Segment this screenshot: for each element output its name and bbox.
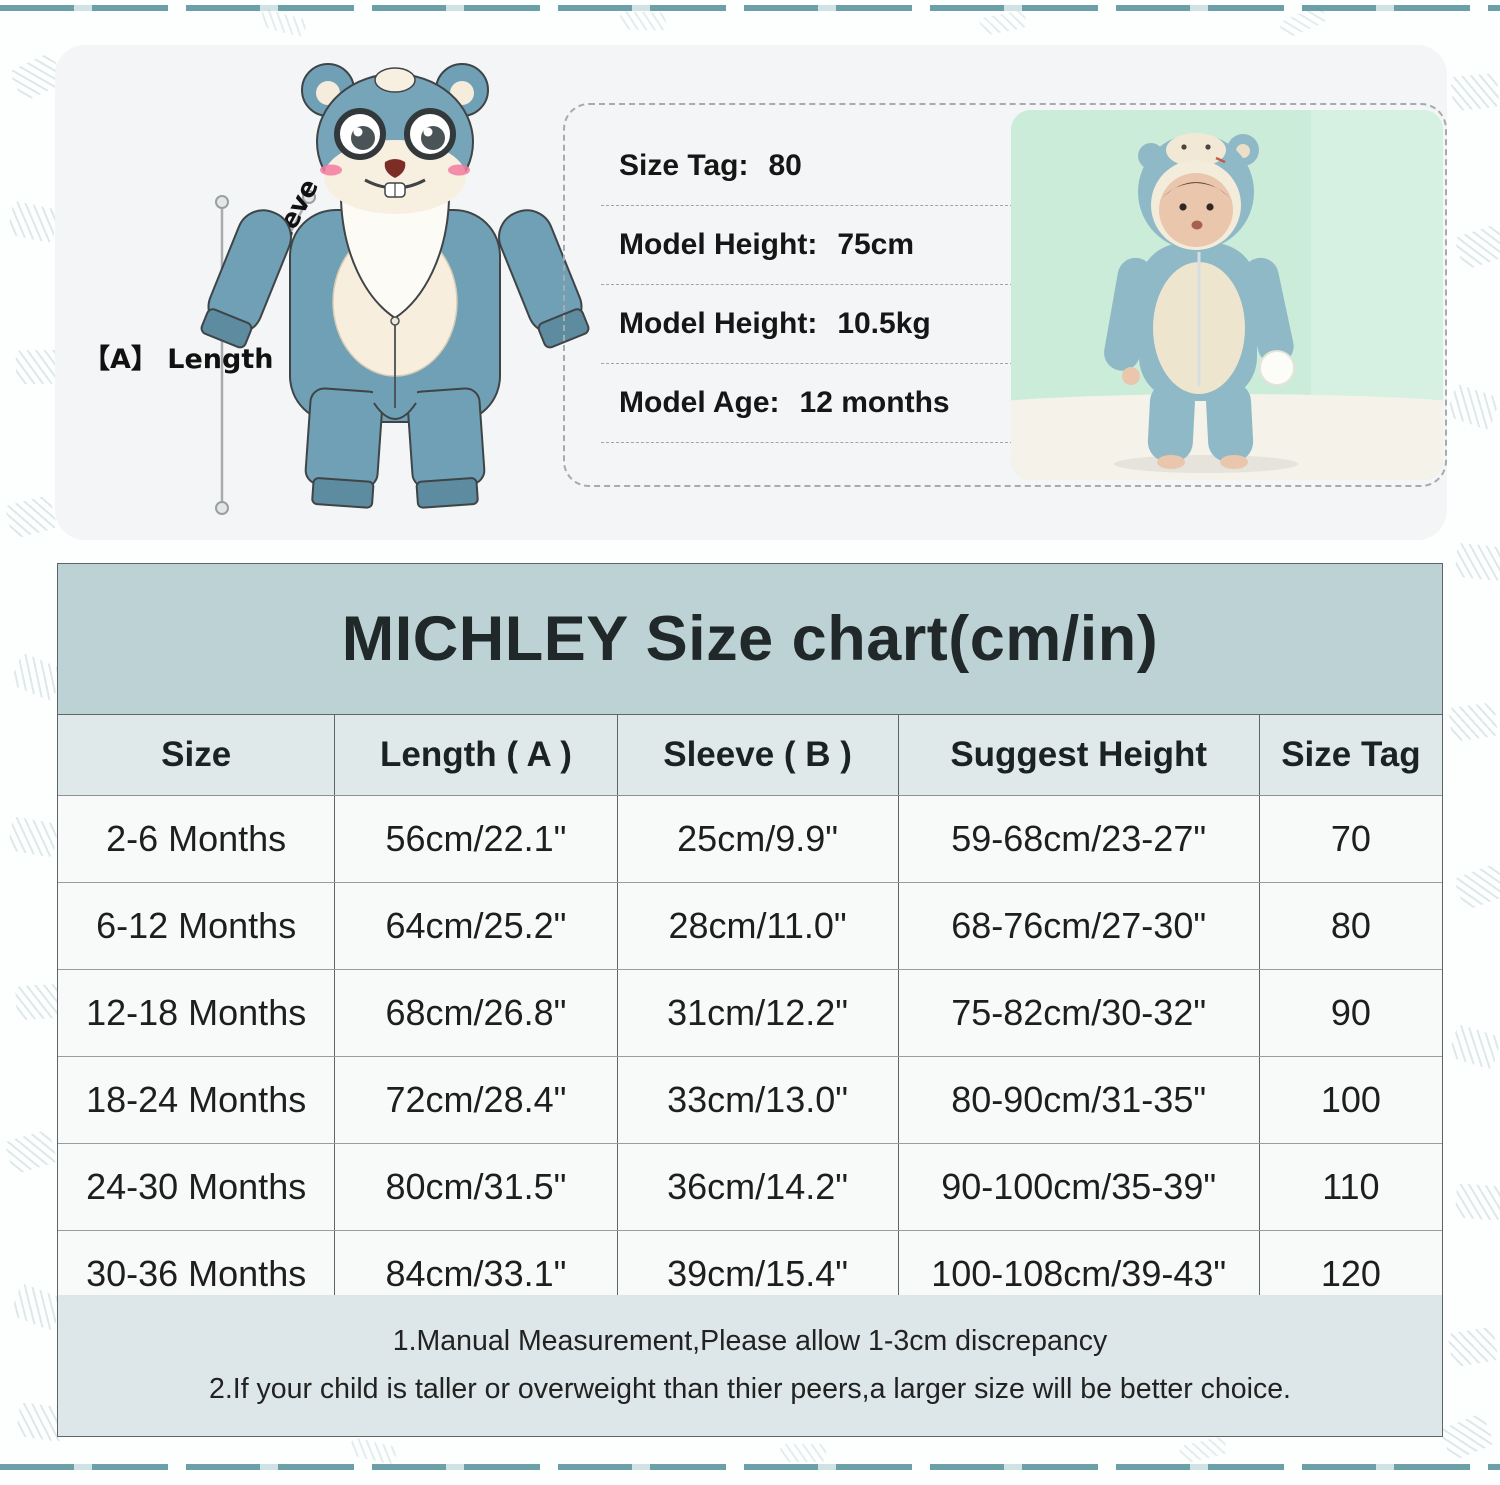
column-header: Size (58, 715, 335, 796)
onesie-drawing (200, 63, 590, 509)
bottom-border-line (0, 1464, 1500, 1470)
scribble-motif (6, 200, 60, 244)
model-info-row: Model Age: 12 months (601, 364, 1013, 443)
size-tag-cell: 110 (1258, 1143, 1442, 1231)
info-value: 80 (768, 149, 802, 182)
model-info-row: Model Height: 10.5kg (601, 285, 1013, 364)
length-cell: 72cm/28.4" (334, 1056, 618, 1144)
length-cell: 64cm/25.2" (334, 882, 618, 970)
baby-figure (1104, 133, 1295, 469)
size-tag-cell: 80 (1258, 882, 1442, 970)
measurement-notes: 1.Manual Measurement,Please allow 1-3cm … (58, 1295, 1442, 1436)
model-photo (1011, 110, 1443, 480)
table-row: 6-12 Months 64cm/25.2" 28cm/11.0" 68-76cm/2… (58, 882, 1442, 970)
scribble-motif (1453, 223, 1500, 271)
size-cell: 2-6 Months (58, 795, 335, 883)
sleeve-cell: 31cm/12.2" (616, 969, 899, 1057)
garment-measurement-illustration: 【A】 Length 【B】 Sleeve (83, 63, 590, 515)
scribble-motif (1448, 702, 1498, 742)
scribble-motif (4, 1129, 58, 1175)
size-chart-table-panel: MICHLEY Size chart(cm/in) Size Length ( A… (57, 563, 1443, 1437)
scribble-motif (7, 816, 59, 858)
length-cell: 56cm/22.1" (334, 795, 618, 883)
table-row: 2-6 Months 56cm/22.1" 25cm/9.9" 59-68cm/23-… (58, 795, 1442, 883)
length-cell: 68cm/26.8" (334, 969, 618, 1057)
info-value: 75cm (837, 228, 915, 261)
model-info-row: Size Tag: 80 (601, 127, 1013, 206)
suggest-height-cell: 59-68cm/23-27" (897, 795, 1260, 883)
model-photo-illustration (1011, 110, 1443, 480)
sleeve-cell: 25cm/9.9" (616, 795, 899, 883)
model-info-box: Size Tag: 80 Model Height: 75cm Model Height… (563, 103, 1447, 487)
size-cell: 6-12 Months (58, 882, 335, 970)
sleeve-cell: 33cm/13.0" (616, 1056, 899, 1144)
scribble-motif (1450, 73, 1500, 111)
size-chart-table: Size Length ( A ) Sleeve ( B ) Suggest Heig… (58, 715, 1442, 1318)
scribble-motif (1454, 1183, 1500, 1221)
table-row: 12-18 Months 68cm/26.8" 31cm/12.2" 75-82cm/… (58, 969, 1442, 1057)
scribble-motif (1454, 542, 1500, 582)
size-cell: 24-30 Months (58, 1143, 335, 1231)
length-measure-label: 【A】 Length (83, 344, 274, 375)
product-measure-panel: 【A】 Length 【B】 Sleeve (55, 45, 1447, 540)
suggest-height-cell: 75-82cm/30-32" (897, 969, 1260, 1057)
table-body: 2-6 Months 56cm/22.1" 25cm/9.9" 59-68cm/23-… (58, 795, 1442, 1318)
info-value: 10.5kg (837, 307, 931, 340)
scribble-motif (348, 1437, 398, 1465)
info-label: Model Height: (619, 307, 818, 340)
scribble-motif (619, 11, 667, 31)
table-row: 24-30 Months 80cm/31.5" 36cm/14.2" 90-100cm… (58, 1143, 1442, 1231)
top-border-line (0, 5, 1500, 11)
length-cell: 80cm/31.5" (334, 1143, 618, 1231)
info-label: Size Tag: (619, 149, 749, 182)
scribble-motif (258, 8, 308, 38)
column-header: Length ( A ) (334, 715, 618, 796)
column-header: Suggest Height (897, 715, 1260, 796)
size-cell: 12-18 Months (58, 969, 335, 1057)
info-label: Model Age: (619, 386, 780, 419)
length-measure-line (215, 195, 229, 515)
info-label: Model Height: (619, 228, 818, 261)
scribble-motif (4, 494, 58, 540)
table-row: 18-24 Months 72cm/28.4" 33cm/13.0" 80-90cm/… (58, 1056, 1442, 1144)
scribble-motif (1448, 1024, 1500, 1070)
column-header: Size Tag (1258, 715, 1442, 796)
suggest-height-cell: 80-90cm/31-35" (897, 1056, 1260, 1144)
scribble-motif (978, 9, 1028, 37)
model-info-row: Model Height: 75cm (601, 206, 1013, 285)
sleeve-cell: 36cm/14.2" (616, 1143, 899, 1231)
size-cell: 18-24 Months (58, 1056, 335, 1144)
table-header-row: Size Length ( A ) Sleeve ( B ) Suggest Heig… (58, 715, 1442, 796)
suggest-height-cell: 90-100cm/35-39" (897, 1143, 1260, 1231)
note-line: 1.Manual Measurement,Please allow 1-3cm … (392, 1325, 1108, 1357)
scribble-motif (1447, 1326, 1499, 1368)
suggest-height-cell: 68-76cm/27-30" (897, 882, 1260, 970)
size-tag-cell: 70 (1258, 795, 1442, 883)
scribble-motif (780, 1444, 826, 1462)
scribble-motif (1453, 863, 1500, 911)
scribble-motif (1178, 1436, 1228, 1464)
scribble-motif (1439, 1412, 1495, 1462)
size-tag-cell: 90 (1258, 969, 1442, 1057)
column-header: Sleeve ( B ) (616, 715, 899, 796)
sleeve-cell: 28cm/11.0" (616, 882, 899, 970)
model-info-rows: Size Tag: 80 Model Height: 75cm Model Height… (601, 127, 1013, 443)
size-chart-title: MICHLEY Size chart(cm/in) (58, 564, 1442, 715)
info-value: 12 months (799, 386, 950, 419)
scribble-motif (15, 983, 63, 1021)
scribble-motif (1445, 383, 1500, 431)
size-tag-cell: 100 (1258, 1056, 1442, 1144)
note-line: 2.If your child is taller or overweight … (209, 1373, 1291, 1405)
